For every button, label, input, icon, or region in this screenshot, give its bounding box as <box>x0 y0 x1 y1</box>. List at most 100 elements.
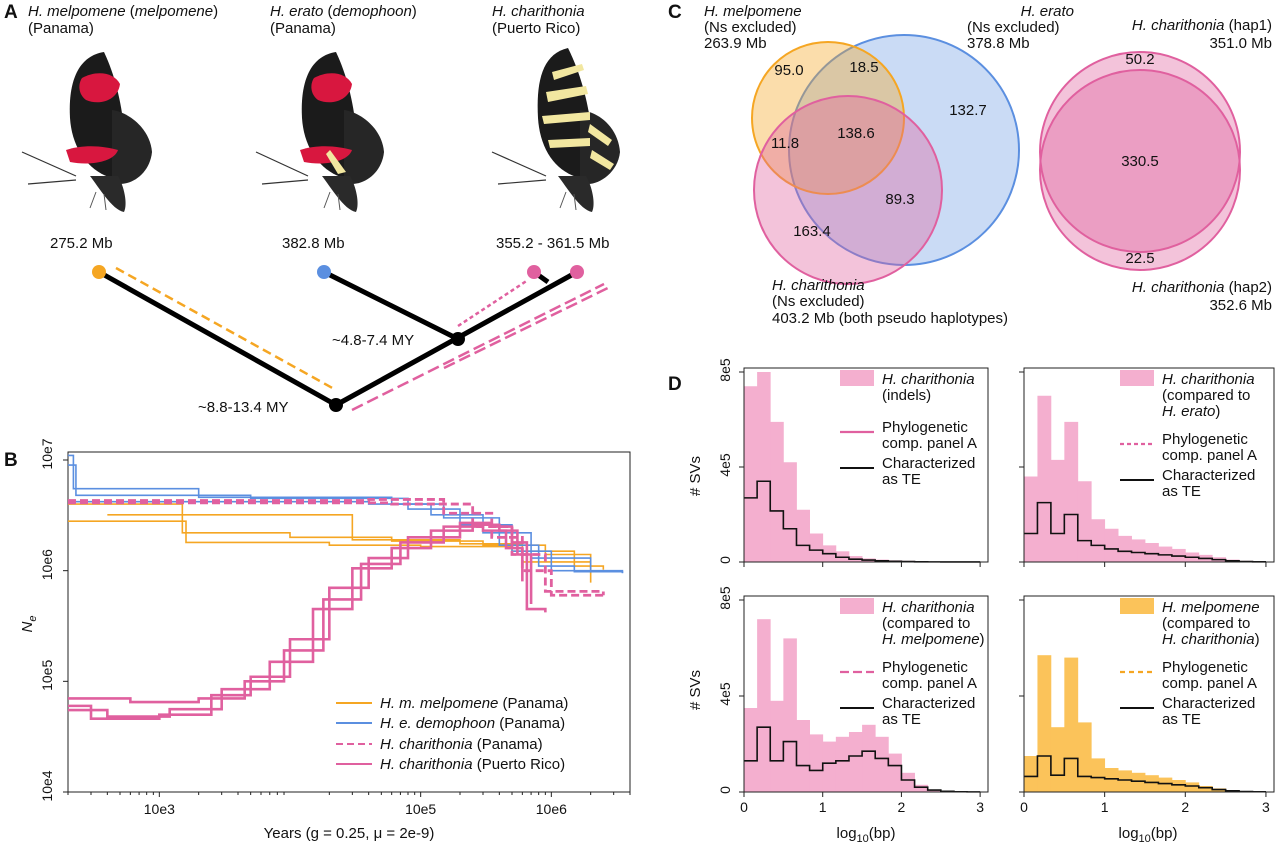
taxon-1-name: H. melpomene (melpomene) <box>28 3 218 20</box>
venn-label-hap2: H. charithonia (hap2) <box>1132 279 1272 296</box>
y-axis-title-bottom: # SVs <box>687 670 704 710</box>
x-title-right-main: log <box>1119 825 1139 842</box>
histogram-bar <box>796 509 811 562</box>
legend-loc-charithonia-pr: (Puerto Rico) <box>473 756 566 773</box>
node-label-root: ~8.8-13.4 MY <box>198 399 288 416</box>
histogram-bar <box>1131 539 1146 562</box>
line-charithonia-pr <box>68 521 547 720</box>
legend-swatch-histogram <box>1120 598 1154 614</box>
branch-melpomene <box>97 269 338 408</box>
venn-circle-melpomene <box>751 41 905 195</box>
legend-histogram-compared: H. charithonia) <box>1162 631 1260 648</box>
taxon-3-species: charithonia <box>511 3 584 20</box>
legend-phylo-line2: comp. panel A <box>1162 447 1257 464</box>
line-melpomene <box>107 513 592 583</box>
histogram-bar <box>1144 775 1159 792</box>
venn-circle-hap1 <box>1039 51 1241 253</box>
y-axis-title-sub: e <box>27 616 39 622</box>
venn-haplotypes: 50.2 330.5 22.5 H. charithonia (hap1) 35… <box>1039 17 1272 314</box>
legend-phylo-line1: Phylogenetic <box>1162 431 1248 448</box>
histogram-subpanel-1: 8e5 4e5 0 H. charithonia(indels) Phylogeneti… <box>717 358 989 567</box>
venn-label-melpomene-size: 263.9 Mb <box>704 35 767 52</box>
legend-item-charithonia-panama: H. charithonia (Panama) <box>336 736 543 753</box>
histogram-frame <box>743 367 989 563</box>
histogram-bar <box>757 372 771 562</box>
histogram-bar <box>862 724 876 792</box>
y-axis: 10e7 10e6 10e5 10e4 <box>39 438 68 802</box>
histogram-bar <box>822 741 837 792</box>
legend-te-line1: Characterized <box>882 695 975 712</box>
line-charithonia-pr <box>68 525 524 704</box>
line-charithonia-pr <box>68 523 533 718</box>
y-tick-label: 8e5 <box>717 586 733 610</box>
venn-label-charithonia-note: (Ns excluded) <box>772 293 865 310</box>
venn-region-erato-only: 132.7 <box>949 102 987 119</box>
venn-label-hap2-size: 352.6 Mb <box>1209 297 1272 314</box>
venn-label-erato-note: (Ns excluded) <box>967 19 1060 36</box>
venn-label-charithonia-species: H. charithonia <box>772 277 865 294</box>
legend-compared-tail: ) <box>980 631 985 648</box>
histogram-bar <box>1050 727 1065 792</box>
legend-histogram-species: H. melpomene <box>1162 599 1260 616</box>
legend-compared-tail: ) <box>1255 631 1260 648</box>
histogram-frame <box>743 595 989 793</box>
taxon-3-locality: (Puerto Rico) <box>492 20 580 37</box>
legend-name-charithonia-panama: H. charithonia <box>380 736 473 753</box>
histogram-bar <box>1104 768 1119 792</box>
histogram-subpanel-2: H. charithonia(compared toH. erato) Phylo… <box>1019 367 1275 567</box>
taxon-1-genus: H. <box>28 3 47 20</box>
histogram-bar <box>770 421 784 562</box>
y-tick-label: 4e5 <box>717 682 733 706</box>
legend-compared-species: H. melpomene <box>882 631 980 648</box>
panel-d-letter: D <box>668 374 682 395</box>
legend-histogram-desc: (compared to <box>882 615 970 632</box>
histogram-bar <box>1064 657 1079 792</box>
charithonia-comparison-path-1 <box>351 282 605 412</box>
legend-swatch-histogram <box>1120 370 1154 386</box>
node-dot-inner <box>451 332 465 346</box>
x-tick-label: 3 <box>976 799 984 815</box>
x-axis-title-right: log10(bp) <box>1119 825 1178 845</box>
histogram-bar <box>1158 777 1173 792</box>
histogram-bar <box>1091 758 1106 792</box>
legend-item-melpomene: H. m. melpomene (Panama) <box>336 695 568 712</box>
y-tick-label: 10e7 <box>39 438 55 469</box>
line-charithonia-panama <box>68 498 605 597</box>
taxon-2-genus: H. <box>270 3 289 20</box>
tip-dot-charithonia-2 <box>570 265 584 279</box>
legend-histogram-compared: H. erato) <box>1162 403 1220 420</box>
legend-loc-demophoon: (Panama) <box>495 715 565 732</box>
histogram-bar <box>875 736 889 792</box>
tip-dot-charithonia-1 <box>527 265 541 279</box>
histogram-bar <box>757 619 771 792</box>
histogram-bar <box>835 736 850 792</box>
histogram-bar <box>1091 519 1106 562</box>
histogram-bar <box>1077 722 1092 792</box>
histogram-bar <box>809 734 824 792</box>
taxon-3-size: 355.2 - 361.5 Mb <box>496 235 609 252</box>
histogram-bar <box>1037 395 1052 562</box>
panel-a: A H. melpomene (melpomene) (Panama) H. e… <box>4 2 620 416</box>
y-axis-title: Ne <box>19 616 39 633</box>
histogram-bar <box>1104 528 1119 562</box>
te-step-line <box>1024 501 1266 563</box>
x-title-right-sub: 10 <box>1139 833 1151 845</box>
legend-label-charithonia-panama: H. charithonia (Panama) <box>380 736 543 753</box>
venn-region-erato-char: 89.3 <box>885 191 914 208</box>
legend-te-line2: as TE <box>1162 483 1201 500</box>
x-axis-title-left: log10(bp) <box>837 825 896 845</box>
legend-te-line1: Characterized <box>882 455 975 472</box>
branch-erato <box>322 269 460 342</box>
taxon-2-locality: (Panama) <box>270 20 336 37</box>
histogram-bar <box>1077 481 1092 562</box>
histogram-bar <box>1118 770 1132 792</box>
histogram-bar <box>770 700 784 792</box>
psmc-lines <box>68 454 624 720</box>
histogram-subpanel-3: 8e5 4e5 00 1 2 3 H. charithonia(compared toH. … <box>717 586 989 815</box>
x-title-left-tail: (bp) <box>869 825 896 842</box>
venn-region-all-three: 138.6 <box>837 125 875 142</box>
histogram-frame <box>1023 595 1275 793</box>
